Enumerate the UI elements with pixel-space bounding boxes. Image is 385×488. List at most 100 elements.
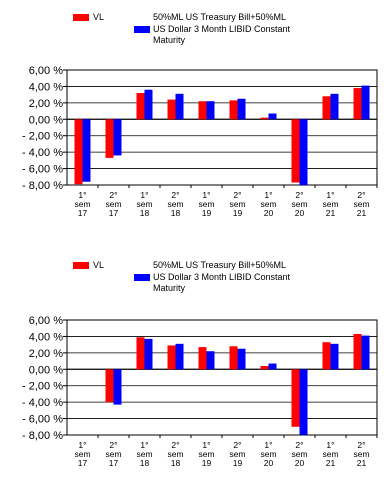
x-tick-label: 17 (78, 208, 88, 218)
legend-benchmark-swatch (134, 274, 150, 281)
chart-bottom: VL 50%ML US Treasury Bill+50%ML US Dolla… (0, 258, 385, 483)
x-tick-label: 1° (326, 190, 334, 200)
x-tick-label: 21 (357, 458, 367, 468)
x-tick-label: 20 (295, 208, 305, 218)
x-tick-label: sem (291, 199, 307, 209)
bar-vl (198, 101, 207, 120)
x-tick-label: 2° (295, 440, 303, 450)
bar-vl (167, 345, 176, 370)
x-tick-label: 17 (109, 458, 119, 468)
x-tick-label: sem (322, 199, 338, 209)
x-tick-label: 2° (357, 440, 365, 450)
x-tick-label: 19 (233, 458, 243, 468)
legend-benchmark-label-line1: 50%ML US Treasury Bill+50%ML (153, 260, 286, 270)
x-tick-label: 2° (109, 440, 117, 450)
legend-benchmark-label-line3: Maturity (153, 35, 186, 45)
legend-vl-swatch (73, 14, 89, 21)
x-tick-label: sem (105, 449, 121, 459)
x-tick-label: sem (198, 449, 214, 459)
x-tick-label: 1° (78, 190, 86, 200)
x-tick-label: sem (136, 449, 152, 459)
chart-top-plot: 6,00 % 4,00 % 2,00 % 0,00 % - 2,00 % - 4,00 %… (22, 65, 378, 218)
bar-vl (136, 93, 145, 120)
x-tick-label: sem (167, 449, 183, 459)
x-tick-label: sem (291, 449, 307, 459)
bar-vl (291, 119, 300, 183)
x-tick-label: 18 (171, 208, 181, 218)
bar-benchmark (299, 369, 308, 435)
legend-vl-swatch (73, 262, 89, 269)
bar-vl (260, 117, 269, 120)
y-tick-label: - 2,00 % (22, 381, 63, 393)
x-tick-label: 1° (326, 440, 334, 450)
x-tick-label: sem (260, 449, 276, 459)
x-tick-label: sem (322, 449, 338, 459)
x-tick-label: sem (229, 199, 245, 209)
y-tick-label: 6,00 % (29, 315, 63, 327)
x-tick-label: 21 (326, 208, 336, 218)
bar-vl (74, 119, 83, 185)
legend-benchmark-label-line2: US Dollar 3 Month LIBID Constant (153, 24, 291, 34)
bar-vl (353, 88, 362, 120)
x-tick-label: 1° (140, 440, 148, 450)
x-tick-label: 18 (140, 208, 150, 218)
y-tick-label: - 4,00 % (22, 397, 63, 409)
bar-vl (167, 99, 176, 120)
bar-benchmark (237, 348, 246, 370)
chart-top-svg: VL 50%ML US Treasury Bill+50%ML US Dolla… (22, 12, 378, 218)
bar-benchmark (113, 369, 122, 405)
bar-vl (229, 100, 238, 120)
x-tick-label: 21 (357, 208, 367, 218)
bar-benchmark (268, 113, 277, 120)
x-tick-label: 20 (295, 458, 305, 468)
x-tick-label: 2° (171, 440, 179, 450)
bar-vl (136, 337, 145, 370)
x-tick-label: 19 (233, 208, 243, 218)
chart-bottom-svg: VL 50%ML US Treasury Bill+50%ML US Dolla… (22, 260, 378, 468)
x-tick-label: 2° (357, 190, 365, 200)
x-tick-label: sem (74, 199, 90, 209)
x-tick-label: sem (198, 199, 214, 209)
y-tick-label: - 4,00 % (22, 147, 63, 159)
x-tick-label: 19 (202, 208, 212, 218)
x-tick-label: 1° (264, 440, 272, 450)
y-tick-label: 2,00 % (29, 98, 63, 110)
x-tick-label: sem (136, 199, 152, 209)
chart-bottom-plot: 6,00 % 4,00 % 2,00 % 0,00 % - 2,00 % - 4,00 %… (22, 315, 378, 468)
x-tick-label: 1° (140, 190, 148, 200)
y-tick-label: 4,00 % (29, 331, 63, 343)
legend-vl-label: VL (93, 260, 104, 270)
x-tick-label: sem (167, 199, 183, 209)
x-tick-label: 20 (264, 458, 274, 468)
x-tick-label: 17 (78, 458, 88, 468)
legend-vl-label: VL (93, 12, 104, 22)
bar-benchmark (361, 85, 370, 120)
legend-benchmark-label-line1: 50%ML US Treasury Bill+50%ML (153, 12, 286, 22)
legend-benchmark-label-line3: Maturity (153, 283, 186, 293)
y-tick-label: 4,00 % (29, 81, 63, 93)
legend-benchmark-swatch (134, 26, 150, 33)
bar-benchmark (330, 343, 339, 370)
x-tick-label: 2° (295, 190, 303, 200)
x-tick-label: 2° (233, 440, 241, 450)
x-tick-label: 1° (78, 440, 86, 450)
x-tick-label: sem (353, 449, 369, 459)
x-tick-label: 18 (140, 458, 150, 468)
bar-benchmark (206, 351, 215, 370)
bar-vl (291, 369, 300, 427)
x-tick-label: sem (105, 199, 121, 209)
bar-benchmark (330, 93, 339, 120)
bar-vl (260, 366, 269, 370)
x-tick-label: 2° (171, 190, 179, 200)
x-tick-label: 2° (233, 190, 241, 200)
bar-vl (353, 333, 362, 370)
x-tick-label: sem (74, 449, 90, 459)
bar-vl (198, 347, 207, 370)
y-tick-label: - 8,00 % (22, 430, 63, 442)
chart-top: VL 50%ML US Treasury Bill+50%ML US Dolla… (0, 8, 385, 233)
bar-vl (322, 96, 331, 120)
bar-vl (322, 342, 331, 370)
x-tick-label: 1° (264, 190, 272, 200)
bar-benchmark (144, 338, 153, 370)
x-tick-label: 18 (171, 458, 181, 468)
